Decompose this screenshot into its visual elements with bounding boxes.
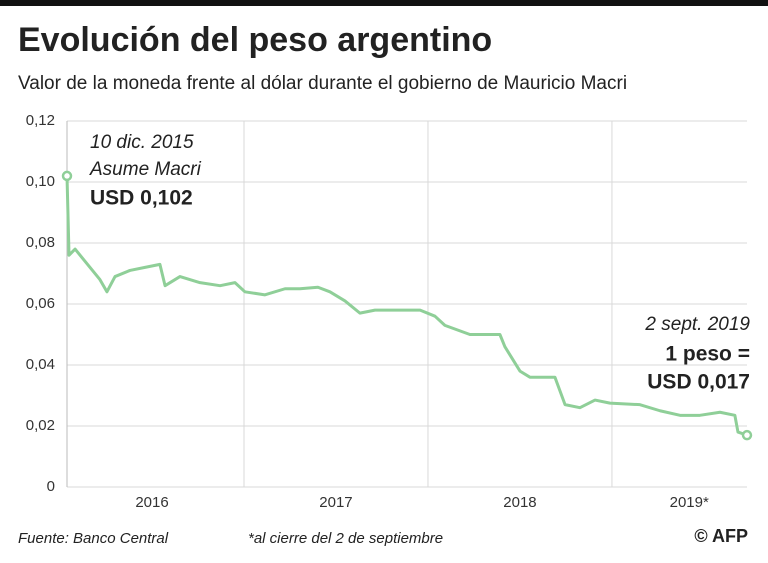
y-tick-label: 0,12 <box>26 112 55 129</box>
x-tick-label: 2016 <box>135 494 168 511</box>
x-tick-label: 2018 <box>503 494 536 511</box>
x-tick-label: 2017 <box>319 494 352 511</box>
chart-subtitle: Valor de la moneda frente al dólar duran… <box>18 73 627 94</box>
y-tick-label: 0,06 <box>26 295 55 312</box>
end-marker <box>61 170 73 182</box>
chart-title: Evolución del peso argentino <box>18 21 492 59</box>
annotation: 1 peso = <box>665 343 750 366</box>
annotation: Asume Macri <box>89 159 202 180</box>
y-tick-label: 0,08 <box>26 234 55 251</box>
y-tick-label: 0,04 <box>26 356 55 373</box>
top-bar <box>0 0 768 6</box>
line <box>65 175 748 437</box>
annotation: 10 dic. 2015 <box>90 132 194 153</box>
annotation: USD 0,017 <box>647 371 750 394</box>
note: *al cierre del 2 de septiembre <box>248 530 443 547</box>
source: Fuente: Banco Central <box>18 530 169 547</box>
end-marker <box>741 429 753 441</box>
y-tick-label: 0,02 <box>26 417 55 434</box>
y-tick-label: 0,10 <box>26 173 55 190</box>
y-tick-label: 0 <box>47 478 55 495</box>
x-tick-label: 2019* <box>670 494 709 511</box>
annotation: 2 sept. 2019 <box>644 314 750 335</box>
credit: © AFP <box>694 526 748 546</box>
annotation: USD 0,102 <box>90 187 193 210</box>
